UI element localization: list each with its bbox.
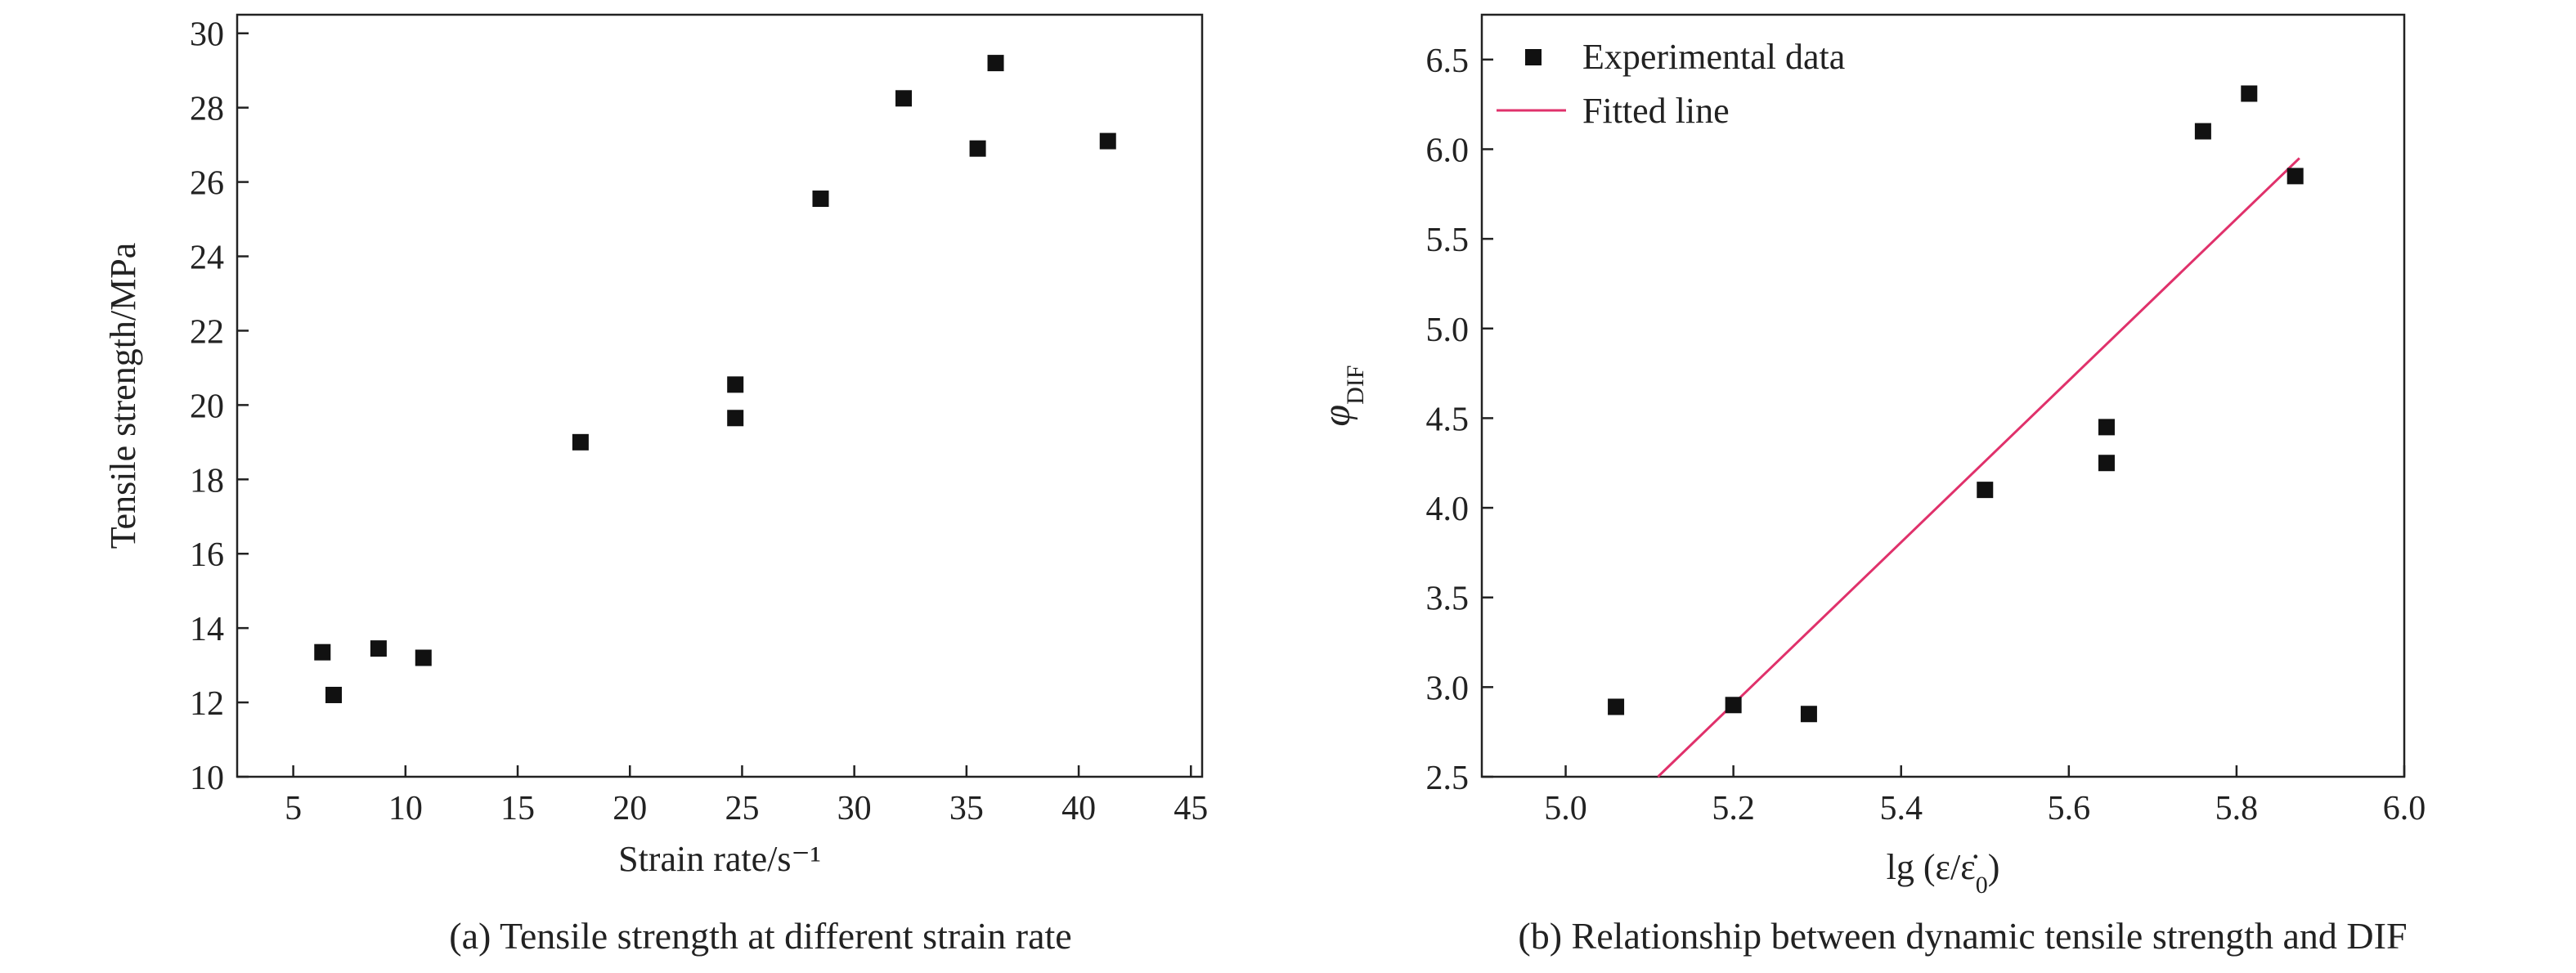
y-tick-label: 3.5 xyxy=(1426,581,1470,618)
x-tick-label: 5 xyxy=(285,790,302,827)
y-tick-label: 10 xyxy=(190,760,224,797)
y-tick-label: 4.0 xyxy=(1426,491,1470,528)
data-point xyxy=(2098,419,2115,436)
data-point xyxy=(895,90,913,107)
chart-dif-relationship: 5.0 5.2 5.4 5.6 5.8 6.0 2.5 3.0 3.5 4.0 4.5 5.0 5.5 6… xyxy=(1315,13,2426,899)
x-tick-label: 40 xyxy=(1061,790,1096,827)
x-tick-label: 30 xyxy=(837,790,872,827)
y-tick-label: 5.5 xyxy=(1426,222,1470,259)
data-point xyxy=(1977,482,1994,499)
y-tick-label: 28 xyxy=(190,91,224,128)
data-point xyxy=(812,191,829,208)
x-tick-label: 5.0 xyxy=(1544,790,1587,827)
data-point xyxy=(1725,697,1742,714)
legend-label-experimental: Experimental data xyxy=(1582,37,1845,77)
y-tick-label: 22 xyxy=(190,313,224,351)
legend-marker-experimental xyxy=(1525,49,1542,65)
data-point xyxy=(2241,85,2258,102)
x-tick-label: 25 xyxy=(725,790,759,827)
y-tick-label: 2.5 xyxy=(1426,760,1470,797)
x-tick-label: 5.2 xyxy=(1712,790,1755,827)
data-point xyxy=(1608,698,1625,715)
y-tick-label: 3.0 xyxy=(1426,670,1470,707)
data-point xyxy=(2098,455,2115,472)
x-tick-label: 35 xyxy=(949,790,984,827)
y-tick-label: 14 xyxy=(190,611,224,648)
data-point xyxy=(987,55,1004,72)
chart-tensile-strength: 5 10 15 20 25 30 35 40 45 10 12 14 16 18 20 22 24 26 28 30 S… xyxy=(103,13,1208,879)
data-point xyxy=(314,643,331,661)
data-point xyxy=(727,410,744,427)
data-point xyxy=(415,649,432,666)
legend-label-fitted: Fitted line xyxy=(1582,91,1730,131)
x-tick-label: 5.8 xyxy=(2215,790,2259,827)
data-point xyxy=(572,433,589,451)
data-point xyxy=(1099,132,1116,150)
y-tick-label: 6.5 xyxy=(1426,43,1470,80)
x-tick-label: 5.4 xyxy=(1879,790,1923,827)
y-axis-label: φDIF xyxy=(1315,365,1369,427)
y-tick-label: 5.0 xyxy=(1426,312,1470,349)
y-tick-label: 4.5 xyxy=(1426,401,1470,438)
x-tick-label: 45 xyxy=(1174,790,1208,827)
caption-a: (a) Tensile strength at different strain… xyxy=(449,915,1072,957)
fitted-line xyxy=(1657,157,2300,778)
data-point xyxy=(969,140,986,157)
x-axis-label: lg (ε/ε̇0) xyxy=(1887,847,2000,899)
x-tick-label: 5.6 xyxy=(2048,790,2091,827)
data-point xyxy=(2194,123,2211,140)
data-point xyxy=(727,376,744,393)
y-tick-label: 12 xyxy=(190,685,224,723)
data-point xyxy=(370,640,387,657)
y-axis-label: Tensile strength/MPa xyxy=(103,243,143,549)
x-tick-label: 6.0 xyxy=(2383,790,2426,827)
plot-frame xyxy=(1480,13,2406,778)
x-axis-label: Strain rate/s⁻¹ xyxy=(618,839,821,879)
data-point xyxy=(325,686,342,703)
plot-frame xyxy=(236,13,1204,778)
y-tick-label: 18 xyxy=(190,462,224,500)
y-tick-label: 6.0 xyxy=(1426,132,1470,169)
y-tick-label: 20 xyxy=(190,388,224,425)
x-tick-label: 15 xyxy=(500,790,535,827)
y-tick-label: 24 xyxy=(190,240,224,277)
x-tick-label: 20 xyxy=(613,790,647,827)
y-tick-label: 26 xyxy=(190,165,224,203)
data-point xyxy=(2287,168,2304,185)
caption-b: (b) Relationship between dynamic tensile… xyxy=(1518,915,2408,957)
y-tick-label: 30 xyxy=(190,16,224,54)
x-tick-label: 10 xyxy=(388,790,423,827)
data-point xyxy=(1800,706,1817,723)
y-tick-label: 16 xyxy=(190,536,224,574)
